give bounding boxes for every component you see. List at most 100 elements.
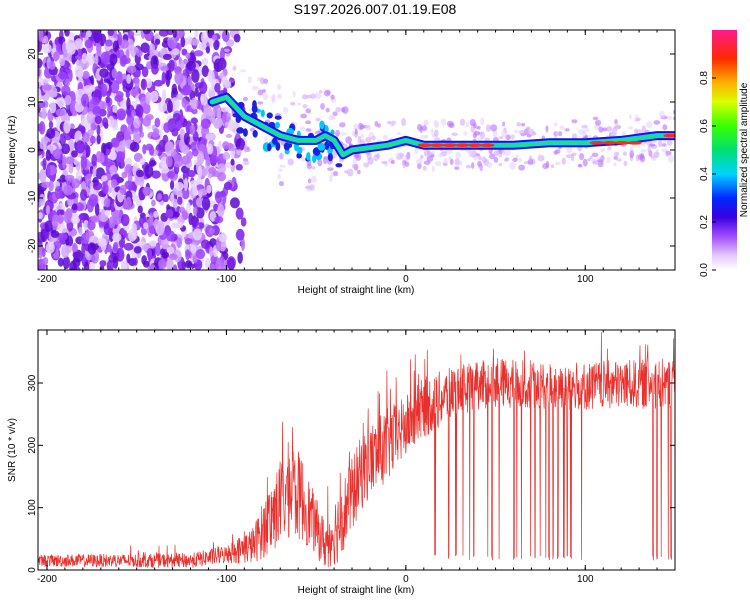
colorbar-gradient (712, 30, 737, 270)
ridge-halo-blob (296, 102, 302, 106)
snr-x-label: Height of straight line (km) (298, 585, 415, 596)
noise-blob (142, 260, 150, 268)
noise-blob (111, 119, 119, 131)
y-tick-label: 20 (27, 48, 38, 60)
hot-dash (615, 141, 630, 145)
ridge-halo-blob (467, 149, 473, 155)
ridge-halo-blob (492, 129, 498, 138)
ridge-halo-blob (510, 134, 516, 140)
noise-blob (168, 253, 178, 261)
ridge-halo-blob (653, 120, 661, 125)
ridge-halo-blob (448, 156, 452, 160)
noise-blob (112, 232, 122, 242)
hot-dash (430, 143, 445, 147)
ridge-halo-blob (480, 117, 485, 126)
noise-blob (102, 117, 109, 128)
noise-blob (223, 181, 233, 191)
active-blob (306, 152, 311, 161)
noise-blob (71, 243, 78, 253)
noise-blob (101, 142, 107, 156)
noise-blob (55, 108, 65, 117)
ridge-halo-blob (373, 154, 379, 162)
ridge-halo-blob (232, 65, 237, 71)
noise-blob (181, 97, 187, 108)
noise-blob (211, 34, 218, 41)
noise-blob (111, 68, 118, 79)
snr-y-label: SNR (10 * v/v) (7, 418, 18, 482)
noise-blob (74, 38, 84, 52)
noise-blob (115, 71, 124, 85)
ridge-halo-blob (341, 107, 346, 113)
ridge-halo-blob (240, 69, 246, 73)
ridge-halo-blob (271, 96, 276, 104)
ridge-halo-blob (623, 160, 628, 167)
ridge-halo-blob (423, 119, 429, 126)
noise-blob (146, 248, 153, 260)
noise-blob (96, 45, 102, 57)
noise-blob (160, 167, 170, 174)
noise-blob (148, 43, 156, 53)
active-blob (236, 127, 245, 134)
ridge-halo-blob (481, 156, 487, 163)
ridge-halo-blob (304, 185, 311, 190)
noise-blob (42, 77, 51, 84)
ridge-halo-blob (277, 93, 283, 100)
noise-blob (128, 228, 137, 242)
ridge-halo-blob (553, 122, 558, 127)
noise-blob (140, 78, 147, 91)
noise-blob (235, 207, 244, 220)
ridge-halo-blob (243, 159, 250, 166)
noise-blob (83, 132, 90, 143)
ridge-halo-blob (251, 85, 259, 91)
ridge-halo-blob (640, 149, 647, 153)
noise-blob (135, 104, 144, 118)
noise-blob (64, 94, 72, 106)
ridge-halo-blob (489, 153, 496, 160)
noise-blob (154, 117, 161, 128)
noise-blob (194, 30, 199, 38)
ridge-halo-blob (478, 155, 482, 161)
noise-blob (100, 152, 105, 164)
ridge-halo-blob (553, 150, 558, 155)
ridge-halo-blob (305, 120, 312, 125)
noise-blob (94, 115, 102, 125)
ridge-halo-blob (290, 101, 296, 106)
spectrogram-y-label: Frequency (Hz) (7, 116, 18, 185)
ridge-halo-blob (423, 148, 429, 157)
noise-blob (120, 261, 125, 270)
noise-blob (186, 201, 191, 214)
ridge-halo-blob (401, 118, 407, 127)
noise-blob (209, 246, 214, 257)
noise-blob (78, 212, 89, 221)
hot-dash (417, 143, 432, 147)
noise-blob (123, 242, 134, 251)
noise-blob (50, 230, 60, 238)
noise-blob (143, 222, 149, 230)
noise-blob (83, 219, 89, 231)
noise-blob (191, 38, 200, 46)
noise-blob (112, 242, 119, 252)
noise-blob (61, 143, 71, 155)
ridge-halo-blob (509, 162, 517, 170)
ridge-halo-blob (528, 155, 533, 163)
ridge-halo-blob (606, 126, 613, 132)
noise-blob (149, 90, 159, 103)
ridge-halo-blob (359, 124, 365, 130)
noise-blob (186, 60, 196, 71)
ridge-halo-blob (566, 146, 573, 154)
active-blob (274, 115, 282, 120)
ridge-halo-blob (223, 48, 230, 53)
ridge-halo-blob (640, 153, 645, 159)
x-tick-label: 100 (577, 274, 594, 285)
noise-blob (162, 89, 167, 103)
ridge-halo-blob (434, 129, 439, 137)
noise-blob (75, 169, 82, 182)
ridge-halo-blob (391, 120, 397, 125)
noise-blob (215, 238, 222, 252)
ridge-halo-blob (635, 154, 640, 162)
ridge-halo-blob (485, 124, 491, 132)
noise-blob (75, 202, 85, 212)
ridge-halo-blob (416, 158, 423, 165)
noise-blob (42, 157, 47, 171)
